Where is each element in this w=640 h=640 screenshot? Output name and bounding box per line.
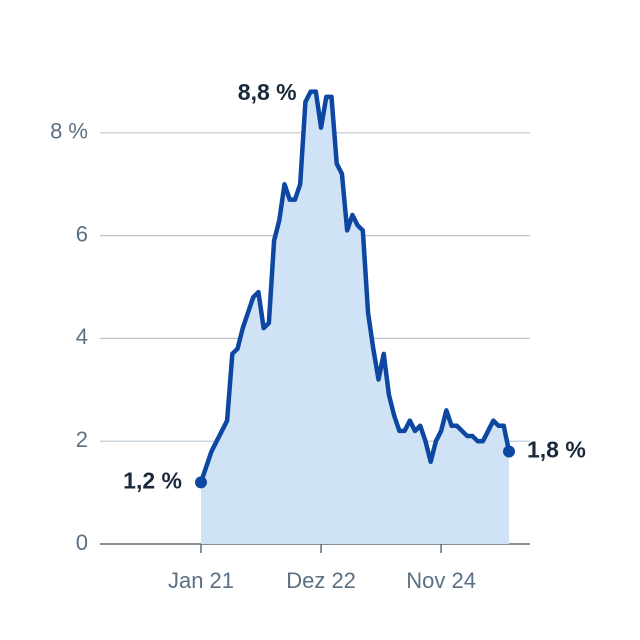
y-tick-label: 8 % (50, 119, 88, 144)
value-label: 1,2 % (123, 467, 182, 493)
y-tick-label: 0 (76, 530, 88, 555)
end-point (503, 445, 515, 458)
end-point (195, 476, 207, 489)
y-tick-label: 4 (76, 324, 88, 349)
y-tick-label: 2 (76, 427, 88, 452)
x-tick-label: Dez 22 (286, 568, 356, 593)
x-tick-label: Jan 21 (168, 568, 234, 593)
y-tick-label: 6 (76, 221, 88, 246)
value-label: 1,8 % (527, 437, 586, 463)
value-label: 8,8 % (238, 79, 297, 105)
area (201, 91, 509, 545)
x-tick-label: Nov 24 (406, 568, 476, 593)
line (198, 89, 512, 484)
